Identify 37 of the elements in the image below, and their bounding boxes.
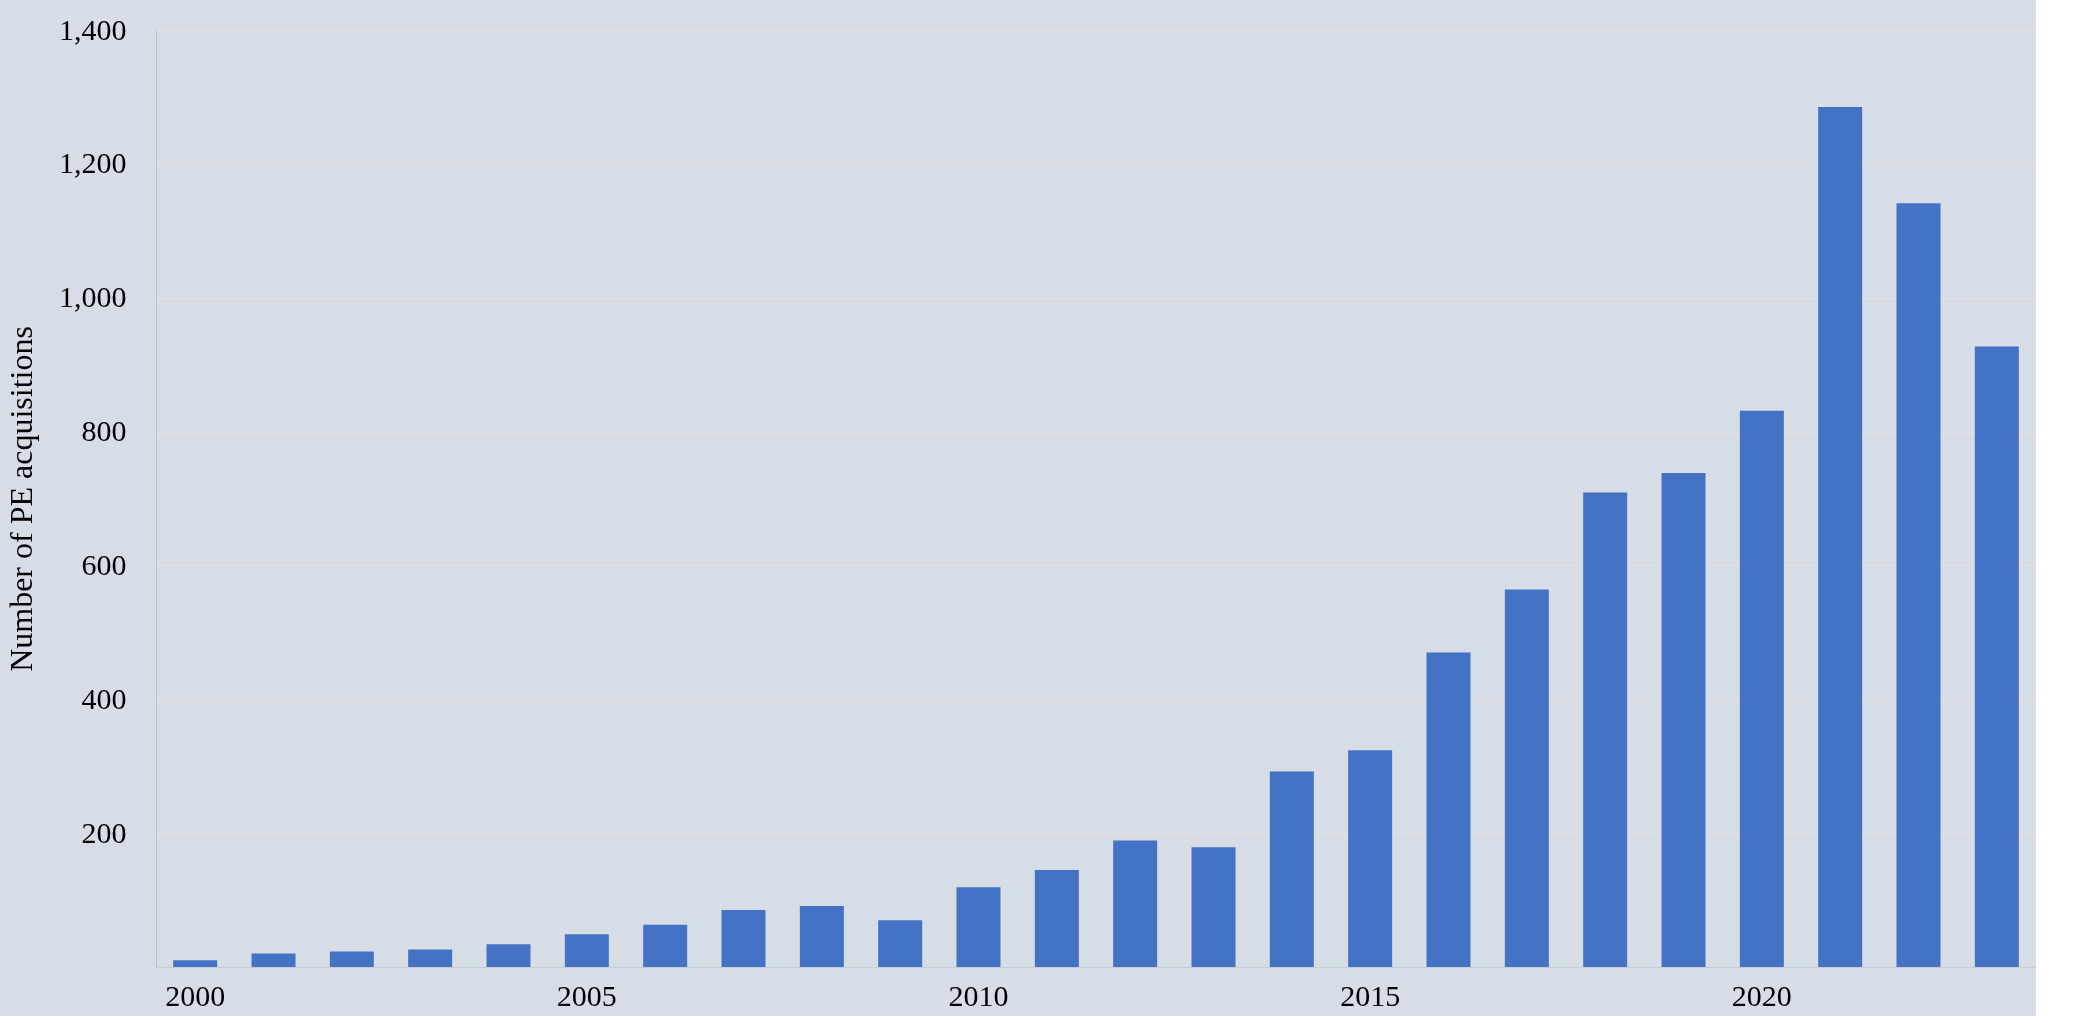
y-tick-label: 200: [81, 815, 127, 849]
bar: [799, 906, 844, 967]
bar: [956, 887, 1001, 967]
bar: [721, 910, 766, 967]
x-tick-label: 2005: [556, 978, 617, 1012]
bar: [1818, 106, 1863, 967]
y-axis-title: Number of PE acquisitions: [3, 326, 39, 672]
bar: [1739, 410, 1784, 967]
y-tick-label: 1,200: [59, 146, 127, 180]
bar: [1661, 473, 1706, 967]
bar: [643, 924, 688, 967]
x-tick-label: 2000: [165, 978, 226, 1012]
bar: [564, 934, 609, 967]
bar: [1113, 840, 1158, 967]
bar: [486, 944, 531, 967]
y-tick-label: 1,000: [59, 280, 127, 314]
bar: [329, 951, 374, 967]
y-tick-label: 600: [81, 547, 127, 581]
y-tick-label: 1,400: [59, 12, 127, 46]
bar: [1583, 492, 1628, 967]
x-tick-label: 2015: [1340, 978, 1401, 1012]
bar: [1896, 203, 1941, 967]
bar: [1974, 346, 2019, 967]
bar: [251, 953, 296, 967]
bar: [878, 920, 923, 967]
x-tick-label: 2010: [948, 978, 1009, 1012]
bar: [408, 949, 453, 967]
bar: [1426, 652, 1471, 967]
bar: [1269, 771, 1314, 967]
bar: [1504, 589, 1549, 967]
bar: [173, 960, 218, 967]
x-tick-label: 2020: [1731, 978, 1792, 1012]
bar: [1034, 869, 1079, 967]
y-tick-label: 800: [81, 414, 127, 448]
bar: [1348, 750, 1393, 967]
y-tick-label: 400: [81, 681, 127, 715]
bar: [1191, 847, 1236, 967]
